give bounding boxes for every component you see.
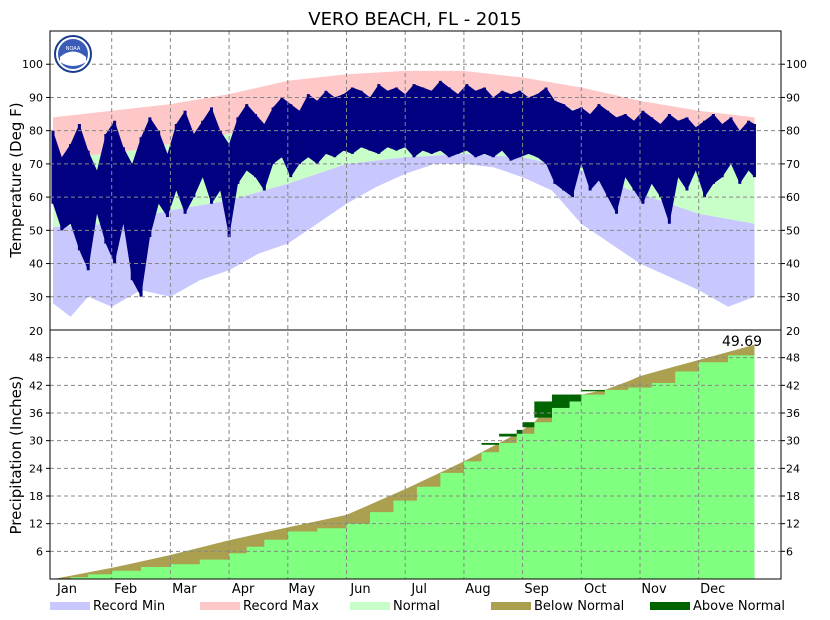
temp-tick-label-right: 30	[786, 291, 800, 304]
legend-item: Record Max	[200, 599, 319, 614]
month-label: Oct	[584, 582, 606, 597]
precip-above-normal-area	[581, 389, 605, 392]
precip-ylabel: Precipitation (Inches)	[7, 376, 25, 535]
precip-tick-label-left: 30	[29, 435, 43, 448]
legend-label: Above Normal	[693, 599, 785, 614]
legend-label: Below Normal	[534, 599, 624, 614]
precip-tick-label-left: 42	[29, 379, 43, 392]
precip-tick-label-right: 6	[786, 545, 793, 558]
precip-tick-label-right: 48	[786, 352, 800, 365]
month-label: Sep	[524, 582, 549, 597]
month-axis: Jan Feb Mar Apr May Jun Jul Aug Sep Oct Nov Dec	[56, 582, 725, 597]
legend-item: Above Normal	[650, 599, 785, 614]
temp-tick-label-left: 80	[29, 125, 43, 138]
temp-tick-label-left: 70	[29, 158, 43, 171]
month-label: Apr	[232, 582, 255, 597]
noaa-logo-text: NOAA	[66, 46, 81, 52]
precip-tick-label-left: 12	[29, 518, 43, 531]
temp-tick-label-right: 100	[786, 58, 807, 71]
temp-tick-label-left: 40	[29, 258, 43, 271]
legend-label: Record Min	[93, 599, 165, 614]
legend-label: Record Max	[243, 599, 319, 614]
legend-item: Record Min	[50, 599, 165, 614]
month-label: Dec	[700, 582, 725, 597]
month-label: Jan	[56, 582, 77, 597]
precipitation-panel	[53, 344, 755, 579]
month-label: Jul	[410, 582, 427, 597]
precip-above-normal-area	[499, 433, 517, 437]
precip-tick-label-right: 24	[786, 462, 800, 475]
precip-above-normal-area	[534, 401, 552, 418]
precip-tick-label-right: 30	[786, 435, 800, 448]
temp-bottom-label-right: 20	[786, 325, 800, 338]
chart-title: VERO BEACH, FL - 2015	[308, 9, 521, 30]
precip-tick-label-left: 48	[29, 352, 43, 365]
legend-swatch	[491, 602, 531, 610]
precip-tick-label-right: 36	[786, 407, 800, 420]
observed-temp-range	[53, 80, 755, 297]
precip-observed-area	[53, 349, 755, 579]
legend-swatch	[200, 602, 240, 610]
temp-tick-label-right: 70	[786, 158, 800, 171]
legend-label: Normal	[393, 599, 440, 614]
precip-above-normal-area	[551, 394, 570, 408]
month-label: Nov	[641, 582, 667, 597]
temp-tick-label-left: 90	[29, 91, 43, 104]
precip-above-normal-area	[569, 394, 582, 402]
precip-tick-label-right: 18	[786, 490, 800, 503]
plot-frame	[49, 30, 782, 580]
legend-item: Below Normal	[491, 599, 624, 614]
precip-tick-label-left: 36	[29, 407, 43, 420]
temp-tick-label-left: 60	[29, 191, 43, 204]
legend-item: Normal	[350, 599, 440, 614]
precip-tick-label-left: 24	[29, 462, 43, 475]
temp-tick-label-right: 50	[786, 224, 800, 237]
precip-tick-label-right: 12	[786, 518, 800, 531]
temp-tick-label-right: 80	[786, 125, 800, 138]
noaa-logo: NOAA	[54, 35, 92, 73]
legend-swatch	[50, 602, 90, 610]
month-label: May	[288, 582, 315, 597]
legend-swatch	[350, 602, 390, 610]
legend-swatch	[650, 602, 690, 610]
precip-above-normal-area	[516, 429, 523, 434]
month-label: Feb	[114, 582, 137, 597]
temp-tick-label-left: 50	[29, 224, 43, 237]
temp-tick-label-right: 60	[786, 191, 800, 204]
month-label: Mar	[172, 582, 197, 597]
precip-above-normal-area	[522, 422, 535, 428]
temp-tick-label-left: 100	[22, 58, 43, 71]
temp-tick-label-right: 40	[786, 258, 800, 271]
temp-tick-label-right: 90	[786, 91, 800, 104]
precip-total-label: 49.69	[722, 334, 762, 350]
temp-tick-label-left: 30	[29, 291, 43, 304]
month-label: Jun	[349, 582, 370, 597]
temp-bottom-label-left: 20	[29, 325, 43, 338]
record-max-band	[53, 70, 755, 158]
precip-tick-label-left: 6	[36, 545, 43, 558]
grid-lines	[50, 31, 781, 579]
month-label: Aug	[465, 582, 490, 597]
temperature-panel	[51, 70, 756, 317]
precip-tick-label-right: 42	[786, 379, 800, 392]
precip-above-normal-area	[481, 442, 500, 445]
temp-ylabel: Temperature (Deg F)	[7, 102, 25, 258]
legend: Record Min Record Max Normal Below Normal Ab…	[50, 599, 785, 614]
axes: 30 30 40 40 50 50 60 60 70 70 80 80 90 90 100 100 6 6 12 12…	[22, 30, 807, 580]
record-min-band	[53, 153, 755, 317]
precip-tick-label-left: 18	[29, 490, 43, 503]
